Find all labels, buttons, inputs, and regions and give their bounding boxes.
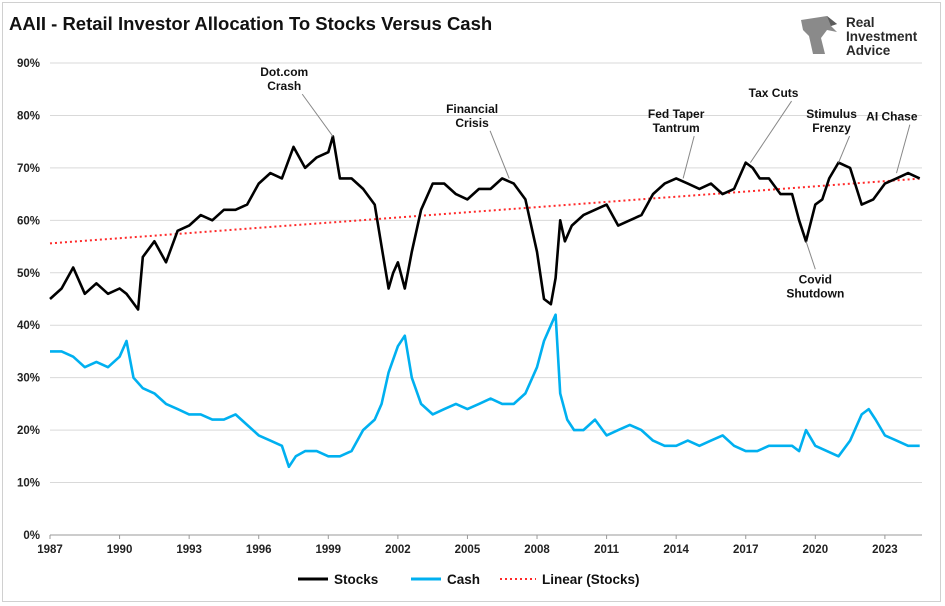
logo: Real Investment Advice	[797, 14, 937, 62]
annotation-leader	[301, 93, 334, 137]
annotation-label: Fed Taper	[648, 107, 705, 121]
series-line-cash	[50, 313, 920, 469]
series-line-linear-stocks-	[49, 177, 923, 245]
y-tick-label: 40%	[17, 320, 40, 332]
annotation-label: Dot.com	[260, 65, 308, 79]
x-tick-label: 2011	[594, 544, 620, 556]
annotation-label: Financial	[446, 102, 498, 116]
legend-label: Cash	[447, 572, 480, 587]
logo-line: Advice	[846, 43, 891, 58]
legend-label: Linear (Stocks)	[542, 572, 640, 587]
logo-text: Real Investment Advice	[846, 16, 917, 58]
annotation-label: Covid	[799, 272, 832, 286]
y-tick-label: 70%	[17, 163, 40, 175]
annotation-leader	[489, 130, 510, 179]
annotation-leader	[805, 241, 816, 270]
annotation-label: Shutdown	[786, 286, 844, 300]
x-tick-label: 1987	[37, 544, 63, 556]
logo-line: Real	[846, 15, 875, 30]
x-tick-label: 1996	[246, 544, 272, 556]
y-tick-label: 50%	[17, 268, 40, 280]
annotation-label: AI Chase	[866, 110, 918, 124]
annotation-label: Tantrum	[653, 121, 700, 135]
series-line-stocks	[49, 135, 921, 311]
legend-label: Stocks	[334, 572, 378, 587]
y-tick-label: 0%	[23, 530, 40, 542]
x-tick-label: 1999	[316, 544, 342, 556]
x-tick-label: 1993	[176, 544, 202, 556]
annotation-label: Frenzy	[812, 121, 851, 135]
eagle-logo-icon	[801, 16, 837, 54]
y-tick-label: 90%	[17, 58, 40, 70]
annotation-leader	[749, 100, 792, 163]
x-tick-label: 2014	[663, 544, 689, 556]
x-tick-label: 2023	[872, 544, 898, 556]
x-tick-label: 1990	[107, 544, 133, 556]
x-tick-label: 2020	[803, 544, 829, 556]
x-tick-label: 2008	[524, 544, 550, 556]
annotation-leader	[838, 135, 851, 163]
annotation-label: Stimulus	[806, 107, 857, 121]
chart-title: AAII - Retail Investor Allocation To Sto…	[9, 13, 493, 34]
y-tick-label: 20%	[17, 425, 40, 437]
x-tick-label: 2002	[385, 544, 411, 556]
annotation-label: Tax Cuts	[749, 86, 799, 100]
x-tick-label: 2017	[733, 544, 759, 556]
annotation-leader	[896, 124, 911, 174]
y-tick-label: 30%	[17, 373, 40, 385]
annotation-label: Crash	[267, 79, 301, 93]
annotation-label: Crisis	[455, 116, 489, 130]
y-tick-label: 80%	[17, 110, 40, 122]
y-tick-label: 60%	[17, 215, 40, 227]
y-tick-label: 10%	[17, 478, 40, 490]
logo-line: Investment	[846, 29, 918, 44]
annotation-leader	[682, 135, 695, 179]
x-tick-label: 2005	[455, 544, 481, 556]
